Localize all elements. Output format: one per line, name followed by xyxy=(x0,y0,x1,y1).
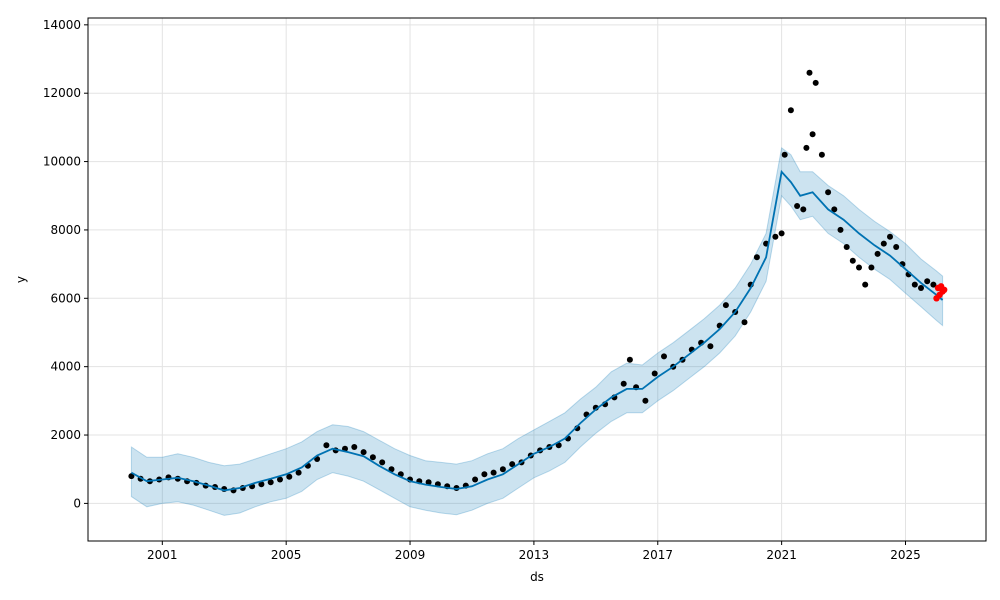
observed-point xyxy=(837,226,844,233)
observed-point xyxy=(286,473,293,480)
y-tick-label: 8000 xyxy=(50,223,81,237)
y-tick-label: 10000 xyxy=(43,155,81,169)
observed-point xyxy=(787,107,794,114)
observed-points xyxy=(128,69,937,494)
observed-point xyxy=(800,206,807,213)
observed-point xyxy=(425,479,432,486)
observed-point xyxy=(893,244,900,250)
observed-point xyxy=(388,466,395,473)
observed-point xyxy=(887,233,893,240)
observed-point xyxy=(509,461,516,468)
y-tick-label: 14000 xyxy=(43,18,81,32)
uncertainty-area xyxy=(130,147,944,516)
observed-point xyxy=(379,459,386,466)
recent-points xyxy=(933,283,948,302)
observed-point xyxy=(809,131,816,138)
observed-point xyxy=(862,281,869,288)
x-tick-label: 2005 xyxy=(271,548,302,562)
observed-point xyxy=(258,481,265,488)
observed-point xyxy=(472,476,479,483)
observed-point xyxy=(642,397,649,404)
observed-point xyxy=(741,319,748,326)
observed-point xyxy=(295,469,302,476)
observed-point xyxy=(856,264,862,271)
observed-point xyxy=(722,302,729,309)
observed-point xyxy=(369,454,376,461)
observed-point xyxy=(490,469,497,476)
observed-point xyxy=(911,281,918,288)
x-tick-label: 2025 xyxy=(890,548,921,562)
observed-point xyxy=(778,230,785,237)
grid xyxy=(88,18,986,541)
observed-point xyxy=(661,353,667,360)
uncertainty-band xyxy=(130,147,944,516)
x-tick-label: 2021 xyxy=(766,548,797,562)
observed-point xyxy=(781,151,788,158)
observed-point xyxy=(918,285,924,291)
observed-point xyxy=(794,203,801,209)
y-axis-label: y xyxy=(14,276,28,283)
x-tick-label: 2001 xyxy=(147,548,178,562)
observed-point xyxy=(806,69,813,76)
x-axis-ticks: 2001 2005 2009 2013 2017 2021 2025 xyxy=(147,541,921,562)
observed-point xyxy=(831,206,838,213)
observed-point xyxy=(555,442,562,449)
observed-point xyxy=(651,370,658,377)
observed-point xyxy=(843,244,850,250)
observed-point xyxy=(277,476,283,483)
observed-point xyxy=(481,471,488,478)
y-tick-label: 12000 xyxy=(43,86,81,100)
observed-point xyxy=(360,449,367,456)
y-tick-label: 0 xyxy=(73,496,81,510)
observed-point xyxy=(849,257,856,264)
observed-point xyxy=(818,151,825,158)
observed-point xyxy=(868,264,875,271)
y-tick-label: 6000 xyxy=(50,291,81,305)
observed-point xyxy=(924,278,931,285)
plot-frame xyxy=(87,17,987,542)
observed-point xyxy=(128,473,135,480)
x-axis-label: ds xyxy=(530,570,544,584)
observed-point xyxy=(267,479,274,486)
observed-point xyxy=(753,254,760,261)
observed-point xyxy=(825,189,832,196)
y-tick-label: 4000 xyxy=(50,360,81,374)
observed-point xyxy=(351,444,358,450)
x-tick-label: 2013 xyxy=(519,548,550,562)
observed-point xyxy=(812,79,819,86)
observed-point xyxy=(772,233,779,240)
observed-point xyxy=(930,281,937,288)
observed-point xyxy=(620,380,627,387)
observed-point xyxy=(707,343,714,350)
observed-point xyxy=(323,442,330,449)
observed-point xyxy=(880,240,887,247)
x-tick-label: 2017 xyxy=(642,548,673,562)
y-axis-ticks: 0 2000 4000 6000 8000 10000 12000 14000 xyxy=(43,18,88,510)
recent-point xyxy=(941,286,948,293)
observed-point xyxy=(803,144,810,151)
forecast-path xyxy=(130,169,944,492)
y-tick-label: 2000 xyxy=(50,428,81,442)
observed-point xyxy=(874,250,881,257)
forecast-line xyxy=(130,169,944,492)
observed-point xyxy=(626,356,633,363)
observed-point xyxy=(499,466,506,473)
x-tick-label: 2009 xyxy=(395,548,426,562)
